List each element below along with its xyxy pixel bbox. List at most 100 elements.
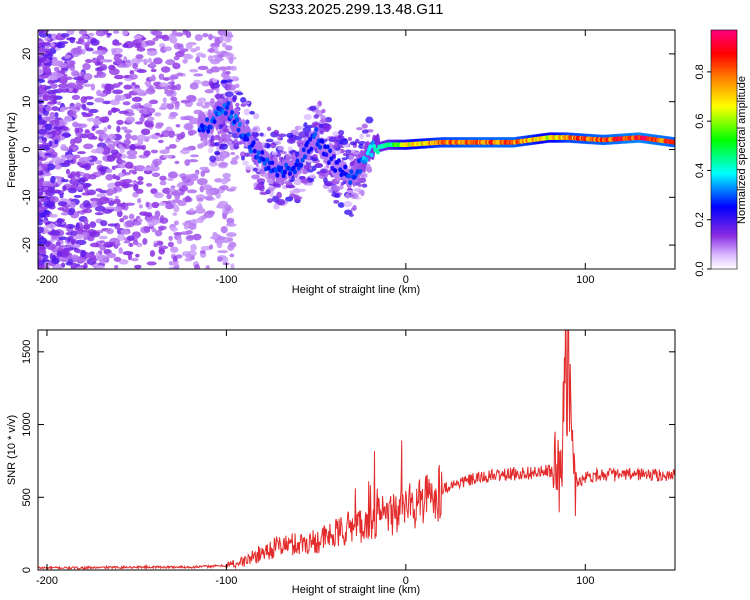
spectrogram-noise-blob — [100, 220, 108, 227]
spectrogram-noise-blob — [153, 57, 163, 65]
spectrogram-ridge-core — [370, 140, 375, 146]
spectrogram-ridge-core — [266, 165, 271, 171]
spectrogram-noise-blob — [39, 170, 45, 176]
spectrogram-noise-blob — [217, 130, 222, 135]
spectrogram-noise-blob — [38, 201, 44, 208]
spectrogram-noise-blob — [111, 165, 116, 171]
snr-series-line — [38, 330, 675, 570]
spectrogram-noise-blob — [56, 42, 66, 49]
spectrogram-noise-blob — [128, 169, 136, 174]
spectrogram-noise-blob — [327, 188, 333, 194]
spectrogram-noise-blob — [205, 265, 210, 269]
spectrogram-noise-blob — [361, 183, 368, 188]
spectrogram-noise-blob — [112, 173, 117, 180]
spectrogram-noise-blob — [189, 208, 194, 212]
spectrogram-noise-blob — [190, 48, 197, 53]
spectrogram-noise-blob — [83, 223, 91, 231]
spectrogram-noise-blob — [45, 190, 55, 196]
spectrogram-noise-blob — [122, 215, 129, 220]
spectrogram-noise-blob — [38, 180, 44, 187]
spectrogram-noise-blob — [220, 225, 228, 234]
spectrogram-noise-blob — [73, 88, 78, 94]
spectrogram-noise-blob — [186, 235, 197, 240]
spectrogram-noise-blob — [159, 215, 165, 223]
spectrogram-noise-blob — [170, 96, 178, 102]
spectrogram-noise-blob — [137, 176, 144, 181]
spectrogram-noise-blob — [114, 195, 119, 200]
spectrogram-noise-blob — [51, 257, 60, 265]
spectrogram-ridge-core — [294, 162, 299, 168]
spectrogram-noise-blob — [180, 231, 192, 235]
spectrogram-noise-blob — [212, 231, 218, 237]
spectrogram-noise-blob — [91, 126, 96, 131]
spectrogram-noise-blob — [196, 217, 205, 224]
spectrogram-noise-blob — [42, 94, 50, 102]
spectrogram-noise-blob — [199, 249, 206, 254]
spectrogram-noise-blob — [245, 119, 250, 125]
spectrogram-noise-blob — [38, 264, 44, 269]
spectrogram-noise-blob — [194, 34, 203, 42]
spectrogram-noise-blob — [72, 234, 84, 240]
spectrogram-noise-blob — [68, 201, 76, 209]
spectrogram-noise-blob — [145, 201, 150, 208]
spectrogram-noise-blob — [210, 98, 215, 104]
spectrogram-noise-blob — [87, 32, 95, 37]
spectrogram-noise-blob — [83, 218, 89, 225]
spectrogram-noise-blob — [196, 101, 204, 107]
spectrogram-noise-blob — [94, 160, 103, 165]
spectrogram-noise-blob — [105, 188, 114, 196]
spectrogram-noise-blob — [73, 244, 81, 248]
snr-x-tick-label: 0 — [403, 575, 409, 587]
spectrogram-noise-blob — [83, 143, 94, 150]
spectrogram-noise-blob — [189, 82, 199, 90]
spectrogram-noise-blob — [119, 218, 125, 223]
spectrogram-noise-blob — [185, 253, 192, 259]
spectrogram-noise-blob — [160, 66, 171, 73]
spectrogram-noise-blob — [56, 32, 62, 39]
spectrogram-noise-blob — [292, 194, 299, 198]
spectrogram-noise-blob — [83, 73, 93, 81]
spectrogram-ridge-core — [252, 148, 257, 154]
spectrogram-noise-blob — [38, 187, 41, 192]
spectrogram-noise-blob — [69, 171, 77, 178]
spectrogram-noise-blob — [330, 184, 340, 191]
colorbar: 0.0 0.2 0.4 0.6 0.8 Normalized spectral ampl… — [694, 29, 748, 277]
spectrogram-ridge-core — [313, 131, 318, 137]
spectrogram-ridge-core — [208, 124, 213, 130]
spectrogram-noise-blob — [158, 245, 169, 250]
spectrogram-noise-blob — [59, 33, 70, 38]
spectrogram-noise-blob — [159, 149, 170, 155]
spectrogram-noise-blob — [226, 36, 231, 42]
spectrogram-noise-blob — [348, 154, 355, 162]
spectrogram-noise-blob — [91, 135, 98, 140]
spectrogram-noise-blob — [38, 128, 48, 135]
spectrogram-noise-blob — [120, 229, 130, 235]
spectrogram-noise-blob — [135, 42, 142, 48]
spectrogram-x-tick-label: -200 — [36, 274, 58, 286]
spectrogram-noise-blob — [339, 183, 344, 190]
spectrogram-noise-blob — [171, 30, 177, 35]
spectrogram-noise-blob — [80, 71, 85, 76]
spectrogram-noise-blob — [45, 105, 53, 112]
spectrogram-noise-blob — [207, 147, 214, 154]
spectrogram-noise-blob — [173, 55, 180, 61]
spectrogram-noise-blob — [85, 41, 91, 47]
spectrogram-noise-blob — [312, 153, 318, 159]
spectrogram-noise-blob — [89, 231, 101, 238]
spectrogram-ridge-core — [326, 160, 331, 166]
spectrogram-noise-blob — [118, 110, 129, 114]
spectrogram-noise-blob — [95, 30, 106, 37]
spectrogram-noise-blob — [153, 243, 159, 248]
spectrogram-noise-blob — [159, 175, 167, 181]
spectrogram-noise-blob — [99, 116, 110, 123]
spectrogram-noise-blob — [201, 53, 207, 59]
spectrogram-noise-blob — [82, 156, 93, 161]
spectrogram-noise-blob — [75, 102, 81, 108]
spectrogram-noise-blob — [287, 184, 296, 189]
spectrogram-noise-blob — [49, 222, 54, 230]
spectrogram-noise-blob — [167, 241, 174, 248]
spectrogram-noise-blob — [113, 256, 122, 262]
spectrogram-noise-blob — [68, 235, 74, 241]
spectrogram-noise-blob — [185, 209, 197, 215]
